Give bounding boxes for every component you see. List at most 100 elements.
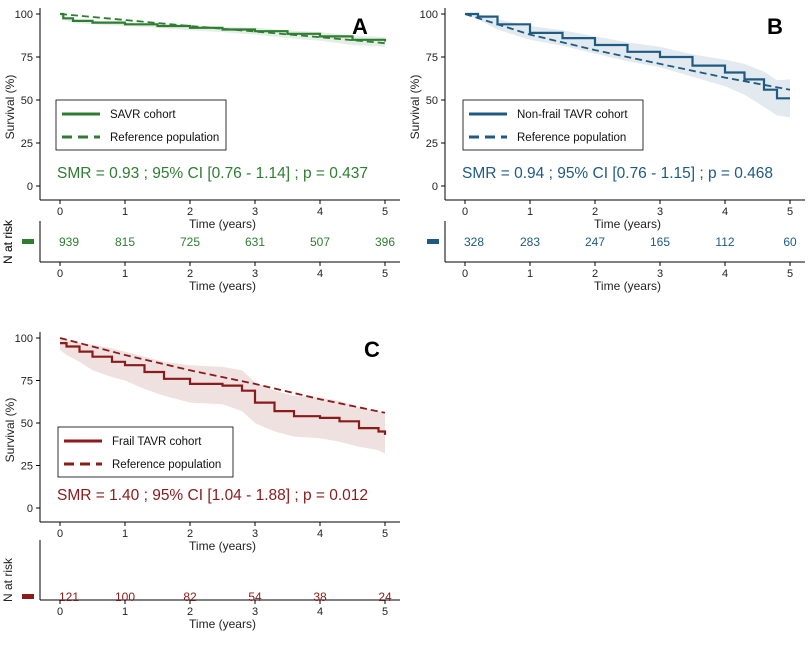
- risk-x-tick-label: 1: [122, 606, 128, 618]
- risk-x-tick-label: 1: [122, 268, 128, 280]
- x-tick-label: 0: [57, 528, 63, 540]
- smr-annotation: SMR = 1.40 ; 95% CI [1.04 - 1.88] ; p = …: [57, 487, 368, 504]
- risk-color-marker: [22, 594, 34, 599]
- y-tick-label: 100: [420, 9, 438, 21]
- x-axis-label: Time (years): [189, 539, 256, 553]
- x-tick-label: 1: [122, 206, 128, 218]
- y-tick-label: 50: [21, 418, 33, 430]
- risk-value: 725: [180, 235, 200, 249]
- x-axis-label: Time (years): [594, 217, 661, 231]
- risk-value: 328: [464, 235, 484, 249]
- legend-entry: Non-frail TAVR cohort: [517, 109, 628, 121]
- risk-x-tick-label: 2: [592, 268, 598, 280]
- risk-table: N at risk 121 0 100 1 82 2 54 3 38 4 24 5 Time (years…: [1, 540, 400, 631]
- risk-value: 815: [115, 235, 135, 249]
- x-tick-label: 5: [382, 528, 388, 540]
- legend-box: [55, 99, 227, 151]
- x-tick-label: 5: [787, 206, 793, 218]
- risk-value: 82: [183, 590, 197, 604]
- y-axis-label: Survival (%): [3, 75, 17, 140]
- y-tick-label: 100: [15, 9, 33, 21]
- y-tick-label: 25: [21, 461, 33, 473]
- risk-x-tick-label: 0: [462, 268, 468, 280]
- x-tick-label: 2: [187, 206, 193, 218]
- panel-label: B: [767, 14, 783, 39]
- risk-x-axis-label: Time (years): [189, 617, 256, 631]
- x-tick-label: 0: [57, 206, 63, 218]
- legend: Frail TAVR cohort Reference population: [57, 426, 234, 478]
- x-tick-label: 0: [462, 206, 468, 218]
- x-tick-label: 4: [317, 206, 323, 218]
- risk-value: 247: [585, 235, 605, 249]
- y-tick-label: 25: [426, 138, 438, 150]
- survival-curve: [465, 12, 790, 100]
- risk-x-axis-label: Time (years): [594, 279, 661, 293]
- risk-value: 54: [248, 590, 262, 604]
- risk-value: 396: [375, 235, 395, 249]
- risk-x-tick-label: 5: [382, 268, 388, 280]
- x-tick-label: 2: [592, 206, 598, 218]
- risk-x-tick-label: 5: [787, 268, 793, 280]
- risk-x-tick-label: 0: [57, 606, 63, 618]
- y-tick-label: 0: [27, 503, 33, 515]
- x-tick-label: 2: [187, 528, 193, 540]
- x-tick-label: 4: [722, 206, 728, 218]
- legend: SAVR cohort Reference population: [55, 99, 227, 151]
- x-tick-label: 4: [317, 528, 323, 540]
- panel-label: C: [364, 337, 380, 362]
- smr-annotation: SMR = 0.93 ; 95% CI [0.76 - 1.14] ; p = …: [57, 165, 368, 182]
- y-axis-label: Survival (%): [408, 75, 422, 140]
- legend-entry: Reference population: [517, 132, 626, 144]
- survival-curve: [60, 12, 387, 42]
- y-tick-label: 75: [21, 376, 33, 388]
- y-axis-label: Survival (%): [3, 398, 17, 463]
- risk-value: 38: [313, 590, 327, 604]
- x-axis-label: Time (years): [189, 217, 256, 231]
- risk-value: 24: [378, 590, 392, 604]
- y-tick-label: 0: [432, 181, 438, 193]
- risk-color-marker: [22, 239, 34, 244]
- survival-curve: [60, 342, 387, 435]
- risk-x-tick-label: 4: [722, 268, 728, 280]
- risk-color-marker: [427, 239, 439, 244]
- y-tick-label: 25: [21, 138, 33, 150]
- legend-entry: Reference population: [112, 459, 221, 471]
- legend-box: [462, 99, 644, 151]
- risk-x-tick-label: 2: [187, 606, 193, 618]
- risk-value: 121: [59, 590, 79, 604]
- risk-x-tick-label: 4: [317, 268, 323, 280]
- y-tick-label: 75: [426, 52, 438, 64]
- risk-label: N at risk: [1, 219, 15, 264]
- legend-entry: Frail TAVR cohort: [112, 436, 202, 448]
- risk-label: N at risk: [1, 557, 15, 602]
- y-tick-label: 50: [426, 95, 438, 107]
- risk-value: 60: [783, 235, 797, 249]
- x-tick-label: 1: [527, 206, 533, 218]
- risk-value: 631: [245, 235, 265, 249]
- risk-x-tick-label: 3: [657, 268, 663, 280]
- panel-label: A: [352, 14, 368, 39]
- risk-x-tick-label: 3: [252, 606, 258, 618]
- risk-value: 100: [115, 590, 135, 604]
- y-tick-label: 75: [21, 52, 33, 64]
- risk-value: 112: [715, 235, 734, 249]
- risk-table: N at risk 328 0 283 1 247 2 165 3 112 4 60 5 Time (ye…: [1, 219, 805, 293]
- risk-value: 165: [650, 235, 670, 249]
- risk-x-tick-label: 0: [57, 268, 63, 280]
- reference-curve: [464, 13, 791, 91]
- y-tick-label: 100: [15, 333, 33, 345]
- panel-c: 0 25 50 75 100 0 1 2 3 4 5 Time (years) Survival (%)…: [1, 332, 400, 631]
- risk-x-tick-label: 3: [252, 268, 258, 280]
- risk-table: N at risk 939 0 815 1 725 2 631 3 507 4 396 5 Time (y…: [1, 219, 400, 293]
- risk-x-tick-label: 2: [187, 268, 193, 280]
- legend-box: [57, 426, 234, 478]
- x-tick-label: 3: [657, 206, 663, 218]
- legend: Non-frail TAVR cohort Reference populatio…: [462, 99, 644, 151]
- x-tick-label: 1: [122, 528, 128, 540]
- risk-value: 507: [310, 235, 330, 249]
- ci-band: [465, 14, 790, 118]
- risk-x-tick-label: 4: [317, 606, 323, 618]
- x-tick-label: 3: [252, 528, 258, 540]
